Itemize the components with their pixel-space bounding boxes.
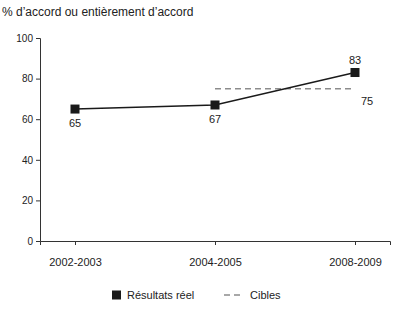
data-labels: 75 65 67 83: [69, 54, 373, 130]
tick-label: 60: [22, 114, 34, 125]
tick-mark: [355, 241, 356, 245]
tick-mark: [36, 119, 40, 120]
tick-label: 80: [22, 73, 34, 84]
x-axis: 2002-2003 2004-2005 2008-2009: [41, 241, 391, 268]
tick: 60: [22, 114, 40, 125]
tick-label: 2004-2005: [189, 256, 242, 268]
axis-title: % d’accord ou entièrement d’accord: [2, 5, 193, 19]
tick-label: 2008-2009: [329, 256, 382, 268]
tick: 100: [16, 33, 40, 44]
axis-line: [41, 242, 391, 246]
y-axis: 0 20 40 60 80 100: [16, 33, 40, 247]
axis-line: [36, 39, 41, 242]
tick: 80: [22, 73, 40, 84]
tick: 20: [22, 195, 40, 206]
data-label: 65: [69, 117, 81, 129]
marker: [71, 105, 80, 114]
legend-item: Cibles: [224, 289, 281, 301]
legend-label: Résultats réel: [127, 289, 194, 301]
tick-mark: [36, 38, 40, 39]
chart: 0 20 40 60 80 100 2002-2003 2004-2005 2008-2009 7…: [0, 0, 400, 309]
tick-label: 2002-2003: [49, 256, 102, 268]
tick-label: 100: [16, 33, 33, 44]
tick: 2002-2003: [49, 241, 102, 268]
data-label: 67: [209, 113, 221, 125]
tick-mark: [36, 79, 40, 80]
tick: 2008-2009: [329, 241, 382, 268]
tick-mark: [215, 241, 216, 245]
tick-label: 0: [27, 236, 33, 247]
data-label: 75: [361, 95, 373, 107]
tick: 40: [22, 155, 40, 166]
series-line: [75, 73, 355, 110]
tick-mark: [36, 200, 40, 201]
tick: 0: [27, 236, 40, 247]
plot: 0 20 40 60 80 100 2002-2003 2004-2005 2008-2009 7…: [16, 33, 390, 268]
legend: Résultats réel Cibles: [112, 289, 281, 301]
marker: [351, 68, 360, 77]
legend-item: Résultats réel: [112, 289, 194, 301]
marker: [211, 100, 220, 109]
legend-symbol: [112, 291, 121, 300]
tick-label: 20: [22, 195, 34, 206]
marks: [71, 68, 360, 114]
legend-label: Cibles: [250, 289, 281, 301]
tick-mark: [75, 241, 76, 245]
tick-mark: [36, 160, 40, 161]
tick-mark: [36, 241, 40, 242]
tick-label: 40: [22, 155, 34, 166]
legend-symbol: [224, 294, 244, 296]
data-label: 83: [349, 54, 361, 66]
tick: 2004-2005: [189, 241, 242, 268]
